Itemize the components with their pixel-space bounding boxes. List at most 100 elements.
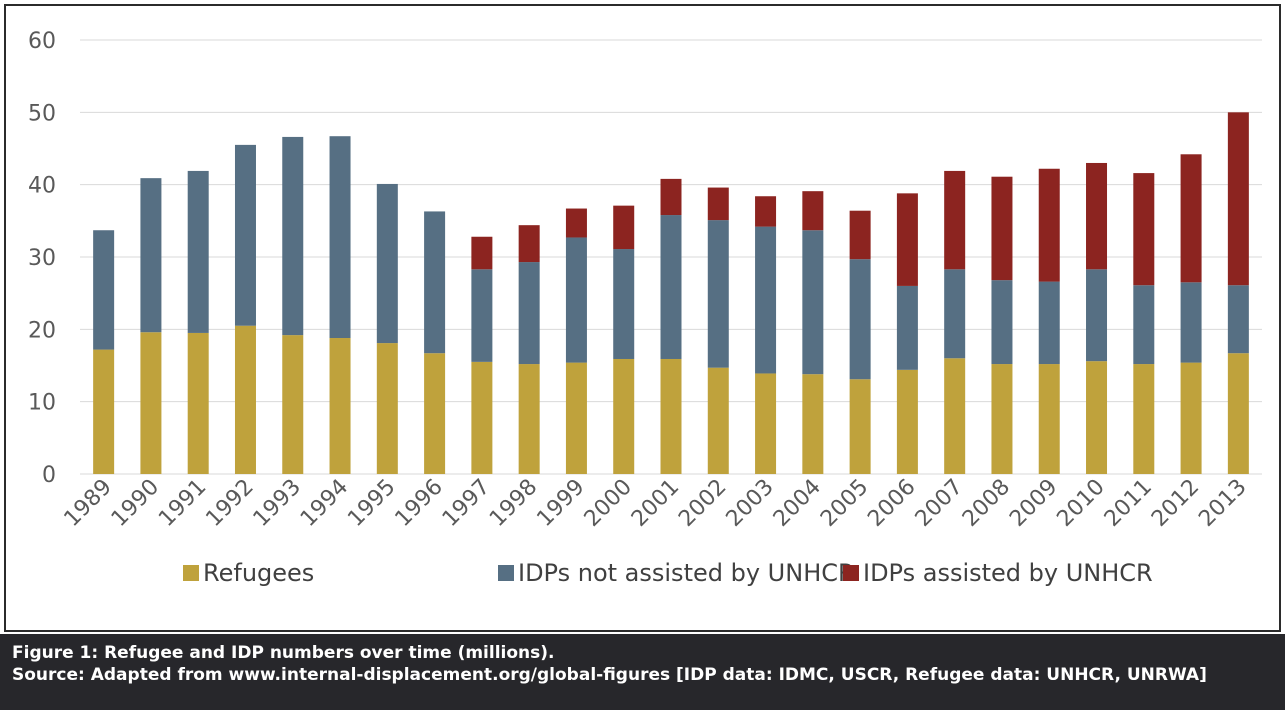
bar-2000-idps-not-assisted [613,249,635,359]
x-tick-label: 1994 [296,475,353,532]
bar-2007-idps-assisted [944,170,966,270]
y-tick-label: 60 [28,29,56,54]
bar-2007-idps-not-assisted [944,269,966,359]
bar-2004-idps-assisted [802,191,824,231]
bar-1999-idps-not-assisted [565,237,587,363]
bar-2005-refugees [849,379,871,474]
bar-2004-refugees [802,374,824,474]
bar-1997-refugees [471,361,493,474]
x-tick-label: 2007 [911,475,968,532]
bar-2010-idps-not-assisted [1086,269,1108,362]
y-tick-label: 30 [28,246,56,271]
x-tick-label: 1998 [485,475,542,532]
bar-1999-refugees [565,362,587,474]
x-tick-label: 1995 [343,475,400,532]
x-axis: 1989199019911992199319941995199619971998… [60,475,1252,532]
bar-1998-idps-not-assisted [518,262,540,365]
bar-2010-refugees [1086,361,1108,474]
bar-2010-idps-assisted [1086,162,1108,270]
bar-2009-refugees [1038,364,1060,474]
x-tick-label: 1991 [154,475,211,532]
bar-2001-idps-not-assisted [660,215,682,359]
bar-2013-idps-assisted [1227,112,1249,286]
legend-swatch [183,565,199,581]
x-tick-label: 2003 [722,475,779,532]
bar-1992-idps-not-assisted [234,144,256,326]
bar-1995-idps-not-assisted [376,183,398,344]
x-tick-label: 2012 [1147,475,1204,532]
bar-2003-refugees [755,373,777,474]
bar-1998-idps-assisted [518,225,540,263]
bar-2001-idps-assisted [660,178,682,216]
bar-2007-refugees [944,358,966,474]
bar-1991-idps-not-assisted [187,170,209,333]
x-tick-label: 2005 [816,475,873,532]
bar-2000-refugees [613,358,635,474]
bar-2006-idps-assisted [896,193,918,286]
bar-2006-refugees [896,369,918,474]
bar-1990-idps-not-assisted [140,178,162,333]
x-tick-label: 2006 [863,475,920,532]
x-tick-label: 1997 [438,475,495,532]
x-tick-label: 2009 [1005,475,1062,532]
bar-1992-refugees [234,325,256,474]
bar-1995-refugees [376,343,398,474]
x-tick-label: 1993 [249,475,306,532]
bar-2000-idps-assisted [613,205,635,250]
legend-swatch [843,565,859,581]
x-tick-label: 2004 [769,475,826,532]
bar-1991-refugees [187,332,209,474]
bar-1993-refugees [282,335,304,474]
legend-label: Refugees [203,559,314,587]
bar-2008-refugees [991,364,1013,474]
y-tick-label: 10 [28,391,56,416]
bar-2009-idps-assisted [1038,168,1060,282]
y-tick-label: 20 [28,318,56,343]
bar-2003-idps-assisted [755,196,777,227]
bar-2013-refugees [1227,353,1249,474]
x-tick-label: 1989 [60,475,117,532]
bar-1993-idps-not-assisted [282,136,304,336]
x-tick-label: 2000 [580,475,637,532]
bar-2012-idps-assisted [1180,154,1202,283]
x-tick-label: 1992 [201,475,258,532]
bar-2003-idps-not-assisted [755,226,777,374]
x-tick-label: 1996 [391,475,448,532]
x-tick-label: 1999 [532,475,589,532]
bar-2011-refugees [1133,364,1155,474]
bar-1997-idps-not-assisted [471,269,493,362]
bar-2002-idps-assisted [707,187,729,221]
legend-label: IDPs assisted by UNHCR [863,559,1153,587]
caption-source: Source: Adapted from www.internal-displa… [12,665,1207,685]
y-tick-label: 0 [42,463,56,488]
bar-2008-idps-not-assisted [991,280,1013,365]
legend-label: IDPs not assisted by UNHCR [518,559,855,587]
legend-swatch [498,565,514,581]
y-axis: 0 10 20 30 40 50 60 [28,29,56,488]
bar-1989-refugees [93,349,115,474]
bar-1997-idps-assisted [471,236,493,270]
bar-2008-idps-assisted [991,176,1013,281]
bar-1996-idps-not-assisted [424,211,446,354]
x-tick-label: 2002 [674,475,731,532]
bar-2005-idps-assisted [849,210,871,260]
legend: Refugees IDPs not assisted by UNHCR IDPs a… [183,559,1153,587]
figure-caption: Figure 1: Refugee and IDP numbers over t… [0,634,1285,710]
caption-title: Figure 1: Refugee and IDP numbers over t… [12,643,555,663]
bar-1999-idps-assisted [565,208,587,238]
bar-1998-refugees [518,364,540,474]
x-tick-label: 2013 [1194,475,1251,532]
bar-1994-refugees [329,338,351,474]
bars [93,112,1249,474]
x-tick-label: 2008 [958,475,1015,532]
chart-panel: 0 10 20 30 40 50 60 1989 1990 1991 1992 1993 1994 19… [4,4,1281,632]
bar-1990-refugees [140,332,162,474]
bar-2002-refugees [707,367,729,474]
bar-2012-refugees [1180,362,1202,474]
bar-1996-refugees [424,353,446,474]
bar-2011-idps-assisted [1133,173,1155,286]
bar-2002-idps-not-assisted [707,220,729,368]
x-tick-label: 2001 [627,475,684,532]
